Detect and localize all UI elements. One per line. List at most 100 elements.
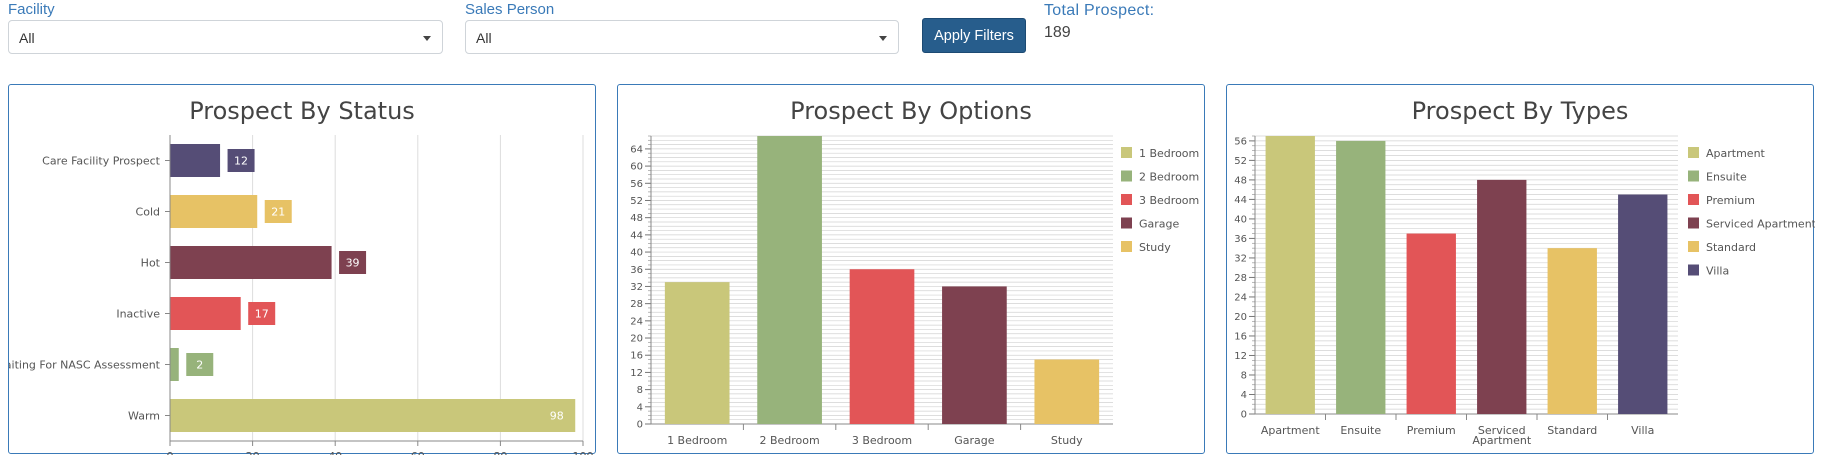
y-tick-label: 28 xyxy=(1234,273,1247,284)
bar-inactive xyxy=(170,297,241,330)
x-tick-label: 3 Bedroom xyxy=(852,434,912,447)
x-tick-label: 100 xyxy=(573,450,594,455)
y-tick-label: 36 xyxy=(1234,234,1247,245)
y-tick-label: 60 xyxy=(630,162,643,173)
x-tick-label: Garage xyxy=(954,434,995,447)
salesperson-label: Sales Person xyxy=(465,1,555,18)
legend-swatch xyxy=(1688,264,1699,276)
x-tick-label: 40 xyxy=(328,450,342,455)
y-tick-label: 4 xyxy=(637,402,643,413)
y-tick-label: 24 xyxy=(1234,292,1247,303)
y-tick-label: 20 xyxy=(630,334,643,345)
salesperson-select-value: All xyxy=(476,30,492,46)
y-tick-label: Care Facility Prospect xyxy=(42,155,161,168)
y-tick-label: 32 xyxy=(630,282,643,293)
y-tick-label: 44 xyxy=(1234,195,1247,206)
x-tick-label: 2 Bedroom xyxy=(759,434,819,447)
y-tick-label: 4 xyxy=(1241,390,1247,401)
y-tick-label: 8 xyxy=(637,385,643,396)
data-label-box xyxy=(248,302,276,325)
y-tick-label: 40 xyxy=(1234,214,1247,225)
data-label: 17 xyxy=(255,308,269,321)
y-tick-label: 52 xyxy=(630,196,643,207)
bar-premium xyxy=(1406,233,1456,414)
legend-swatch xyxy=(1688,170,1699,182)
types-chart-title: Prospect By Types xyxy=(1411,97,1629,125)
status-chart-title: Prospect By Status xyxy=(189,97,415,125)
legend-item: 1 Bedroom xyxy=(1139,147,1199,160)
facility-select[interactable]: All xyxy=(8,20,443,54)
data-label-box xyxy=(264,200,292,223)
y-tick-label: 16 xyxy=(1234,331,1247,342)
y-tick-label: 32 xyxy=(1234,253,1247,264)
bar-standard xyxy=(1547,248,1597,414)
y-tick-label: Inactive xyxy=(116,308,160,321)
data-label: 2 xyxy=(196,359,203,372)
legend-swatch xyxy=(1121,170,1132,182)
legend-item: 2 Bedroom xyxy=(1139,171,1199,184)
x-tick-label: Standard xyxy=(1547,424,1597,437)
x-tick-label: 80 xyxy=(493,450,507,455)
y-tick-label: 56 xyxy=(1234,136,1247,147)
bar-cold xyxy=(170,195,258,228)
data-label: 98 xyxy=(550,410,564,423)
data-label-box xyxy=(227,149,255,172)
bar-apartment xyxy=(1265,136,1315,414)
legend-item: Standard xyxy=(1706,241,1756,254)
options-chart-panel: Prospect By Options 0 4 8 12 16 20 24 28 32 36 40 4… xyxy=(617,84,1205,454)
bar-2-bedroom xyxy=(757,136,822,424)
y-tick-label: 24 xyxy=(630,316,643,327)
total-prospect-value: 189 xyxy=(1044,24,1071,41)
y-tick-label: 40 xyxy=(630,248,643,259)
bar-ensuite xyxy=(1336,140,1386,414)
legend-swatch xyxy=(1688,147,1699,158)
salesperson-select[interactable]: All xyxy=(465,20,899,54)
total-prospect-label: Total Prospect: xyxy=(1044,2,1155,19)
apply-filters-button[interactable]: Apply Filters xyxy=(922,18,1026,53)
y-tick-label: 52 xyxy=(1234,156,1247,167)
legend-item: Premium xyxy=(1706,194,1755,207)
y-tick-label: 20 xyxy=(1234,312,1247,323)
facility-label: Facility xyxy=(8,1,55,18)
status-chart: 0 20 40 60 80 100 Care Facility Prospect 12 Cold… xyxy=(9,135,594,455)
x-tick-label: Ensuite xyxy=(1340,424,1381,437)
legend-swatch xyxy=(1688,194,1699,205)
bar-care-facility-prospect xyxy=(170,144,221,177)
chevron-down-icon xyxy=(423,36,431,41)
x-tick-label: Serviced xyxy=(1478,424,1526,437)
bar-1-bedroom xyxy=(664,282,730,424)
chevron-down-icon xyxy=(879,36,887,41)
bar-serviced-apartment xyxy=(1477,179,1527,414)
x-tick-label: 20 xyxy=(246,450,260,455)
data-label-box xyxy=(339,251,367,274)
bar-villa xyxy=(1618,194,1668,414)
y-tick-label: Cold xyxy=(136,206,160,219)
data-label: 12 xyxy=(234,155,248,168)
legend-swatch xyxy=(1121,194,1132,205)
legend-item: Apartment xyxy=(1706,147,1766,160)
data-label-box xyxy=(186,353,214,376)
y-tick-label: Waiting For NASC Assessment xyxy=(9,359,161,372)
options-chart-title: Prospect By Options xyxy=(790,97,1032,125)
legend-swatch xyxy=(1121,147,1132,158)
x-tick-label: Premium xyxy=(1407,424,1456,437)
y-tick-label: Warm xyxy=(128,410,160,423)
data-label: 21 xyxy=(271,206,285,219)
legend-item: Garage xyxy=(1139,218,1180,231)
y-tick-label: 56 xyxy=(630,179,643,190)
legend-swatch xyxy=(1121,241,1132,252)
y-tick-label: 12 xyxy=(630,368,643,379)
y-tick-label: 44 xyxy=(630,230,643,241)
legend-swatch xyxy=(1688,217,1699,229)
x-tick-label: Study xyxy=(1051,434,1083,447)
x-tick-label: 60 xyxy=(411,450,425,455)
x-tick-label: 0 xyxy=(167,450,174,455)
x-tick-label: 1 Bedroom xyxy=(667,434,727,447)
y-tick-label: 48 xyxy=(1234,175,1247,186)
bar-garage xyxy=(942,286,1007,424)
bar-3-bedroom xyxy=(849,269,915,424)
bar-waiting-for-nasc-assessment xyxy=(170,348,179,381)
y-tick-label: 12 xyxy=(1234,351,1247,362)
